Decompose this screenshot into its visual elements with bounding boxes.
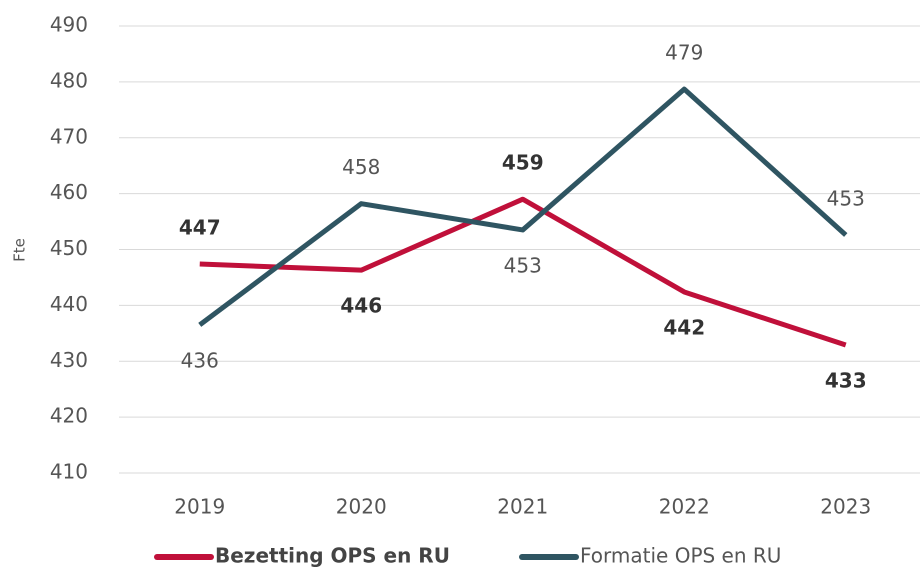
data-label: 433 xyxy=(825,369,867,393)
x-tick-label: 2020 xyxy=(336,495,387,519)
x-tick-label: 2019 xyxy=(174,495,225,519)
y-tick-label: 450 xyxy=(50,236,88,260)
data-label: 459 xyxy=(502,151,544,175)
data-label: 442 xyxy=(663,315,705,339)
y-tick-label: 480 xyxy=(50,68,88,92)
y-tick-label: 460 xyxy=(50,180,88,204)
y-tick-label: 420 xyxy=(50,404,88,428)
legend-label: Bezetting OPS en RU xyxy=(215,544,450,568)
series-line xyxy=(199,196,847,348)
data-label: 453 xyxy=(504,253,542,277)
y-tick-label: 470 xyxy=(50,124,88,148)
data-label: 436 xyxy=(181,348,219,372)
data-label: 447 xyxy=(179,216,221,240)
y-axis-title: Fte xyxy=(11,238,29,262)
x-tick-label: 2021 xyxy=(497,495,548,519)
x-tick-label: 2023 xyxy=(820,495,871,519)
x-tick-label: 2022 xyxy=(659,495,710,519)
y-tick-label: 440 xyxy=(50,292,88,316)
data-label: 479 xyxy=(665,41,703,65)
data-label: 453 xyxy=(827,186,865,210)
data-label: 446 xyxy=(340,294,382,318)
y-tick-label: 490 xyxy=(50,13,88,37)
y-tick-label: 410 xyxy=(50,460,88,484)
data-label: 458 xyxy=(342,155,380,179)
y-tick-label: 430 xyxy=(50,348,88,372)
series-line xyxy=(198,86,848,327)
legend-label: Formatie OPS en RU xyxy=(580,544,781,568)
